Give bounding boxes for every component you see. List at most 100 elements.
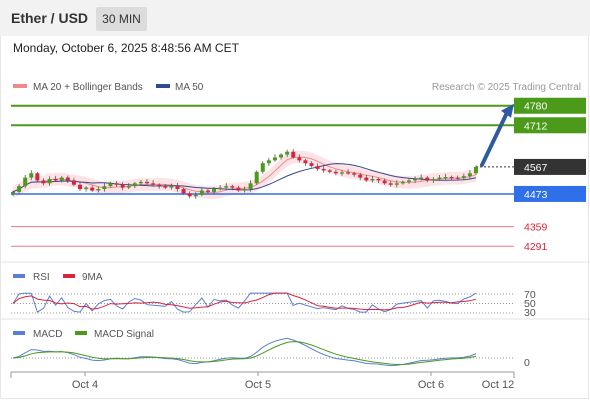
- candle-body: [382, 180, 387, 184]
- x-label-oct4: Oct 4: [72, 379, 98, 391]
- candle-body: [467, 173, 472, 177]
- candle-body: [431, 179, 436, 181]
- candle-body: [169, 186, 174, 188]
- macd-lines: [11, 337, 514, 367]
- macd-signal-legend-label: MACD Signal: [94, 329, 154, 340]
- x-label-oct12: Oct 12: [482, 379, 514, 391]
- macd-signal-line: [12, 341, 477, 365]
- macd-legend-label: MACD: [33, 329, 62, 340]
- level-label-4359: 4359: [524, 222, 548, 234]
- candle-body: [157, 184, 162, 187]
- price-levels: 4780 4712 4567 4473 4359 4291: [11, 97, 586, 253]
- level-tag-4780: [514, 97, 586, 114]
- candle-body: [65, 177, 70, 181]
- rsi-ma-legend-swatch: [63, 274, 75, 278]
- candle-body: [78, 184, 83, 190]
- candle-body: [419, 177, 424, 179]
- candle-body: [126, 186, 131, 188]
- rsi-ma-legend-label: 9MA: [82, 272, 103, 283]
- level-label-4473: 4473: [524, 189, 548, 201]
- candle-body: [474, 166, 478, 174]
- candle-body: [303, 160, 308, 164]
- rsi-ma-line: [12, 292, 477, 311]
- candle-body: [279, 154, 284, 158]
- candle-body: [346, 172, 351, 174]
- ma20-legend-label: MA 20 + Bollinger Bands: [33, 82, 143, 93]
- candle-body: [370, 179, 375, 181]
- candle-body: [102, 186, 107, 190]
- level-tag-4567: [514, 158, 586, 175]
- candles: [11, 149, 478, 199]
- projection-arrow: [480, 103, 514, 167]
- ma20-legend-swatch: [13, 84, 27, 88]
- candle-body: [339, 172, 344, 174]
- level-label-4291: 4291: [524, 241, 548, 253]
- candle-body: [230, 186, 235, 188]
- candle-body: [455, 177, 460, 179]
- candle-body: [461, 176, 466, 179]
- macd-legend-swatch: [13, 331, 25, 335]
- candle-body: [35, 173, 40, 181]
- candle-body: [449, 176, 454, 179]
- level-tag-4712: [514, 117, 586, 134]
- candle-body: [260, 163, 265, 172]
- level-label-4567: 4567: [524, 162, 548, 174]
- candle-body: [47, 179, 52, 184]
- candle-body: [132, 183, 137, 187]
- level-tag-4473: [514, 185, 586, 202]
- candle-body: [23, 177, 28, 187]
- projection-arrow-shaft: [480, 110, 509, 167]
- chart-datetime: Monday, October 6, 2025 8:48:56 AM CET: [13, 41, 239, 55]
- candle-body: [205, 190, 210, 192]
- candle-body: [59, 177, 64, 181]
- ma50-legend-swatch: [156, 84, 170, 88]
- candle-body: [254, 171, 259, 184]
- candle-body: [272, 157, 277, 161]
- candle-body: [96, 189, 101, 191]
- candle-body: [175, 186, 180, 190]
- timeframe-button[interactable]: 30 MIN: [96, 7, 147, 31]
- candle-body: [212, 189, 217, 192]
- rsi-level-70: 70: [524, 289, 536, 301]
- candle-body: [53, 179, 58, 181]
- candle-body: [388, 183, 393, 185]
- candle-body: [108, 183, 113, 187]
- instrument-title: Ether / USD: [11, 10, 89, 26]
- candle-body: [364, 177, 369, 181]
- legend: MA 20 + Bollinger Bands MA 50 Research ©…: [13, 82, 581, 93]
- x-label-oct6: Oct 6: [418, 379, 444, 391]
- candle-body: [90, 187, 95, 191]
- level-label-4712: 4712: [524, 120, 548, 132]
- candle-body: [114, 183, 119, 185]
- candle-body: [394, 183, 399, 185]
- candle-body: [138, 181, 143, 184]
- candle-body: [285, 151, 290, 155]
- candle-body: [199, 190, 204, 195]
- candle-body: [71, 180, 76, 185]
- candle-body: [236, 187, 241, 191]
- candle-body: [266, 160, 271, 164]
- candle-body: [17, 186, 22, 192]
- rsi-level-30: 30: [524, 307, 536, 319]
- rsi-lines: [11, 292, 514, 314]
- candle-body: [84, 187, 89, 190]
- candle-body: [406, 180, 411, 182]
- candle-body: [11, 191, 15, 194]
- candle-body: [327, 170, 332, 172]
- candle-body: [29, 173, 34, 178]
- candle-body: [309, 163, 314, 167]
- candle-body: [291, 151, 296, 158]
- candle-body: [120, 184, 125, 188]
- rsi-legend-label: RSI: [33, 272, 50, 283]
- candle-body: [187, 193, 192, 197]
- rsi-level-50: 50: [524, 298, 536, 310]
- candle-body: [193, 194, 198, 197]
- candle-body: [413, 179, 418, 181]
- research-credit: Research © 2025 Trading Central: [432, 82, 581, 93]
- candle-body: [400, 181, 405, 184]
- candle-body: [321, 168, 326, 171]
- candle-body: [352, 173, 357, 175]
- candle-body: [376, 179, 381, 181]
- candle-body: [224, 186, 229, 188]
